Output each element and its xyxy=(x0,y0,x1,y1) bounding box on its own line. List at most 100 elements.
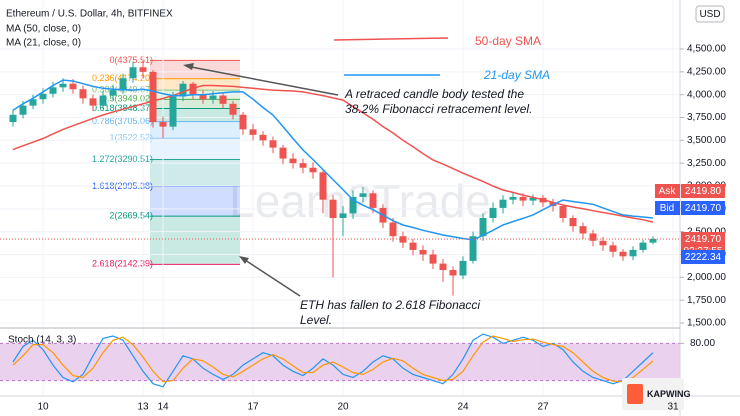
candle-body xyxy=(589,233,597,241)
fib-band xyxy=(150,138,240,160)
x-tick-label: 13 xyxy=(137,402,149,413)
x-tick-label: 20 xyxy=(337,402,349,413)
sma-label: 50-day SMA xyxy=(475,34,541,48)
candle-body xyxy=(19,105,27,115)
arrow-head xyxy=(183,63,194,70)
annotation: 38.2% Fibonacci retracement level. xyxy=(345,102,532,116)
currency: USD xyxy=(699,9,720,20)
x-tick-label: 17 xyxy=(247,402,259,413)
fib-band xyxy=(150,60,240,79)
candle-body xyxy=(9,114,17,123)
tag-name-box xyxy=(655,183,680,198)
candle-body xyxy=(489,207,497,218)
y-tick-label: 4,000.00 xyxy=(687,89,726,100)
candle-body xyxy=(449,270,457,276)
watermark: Learn2Trade xyxy=(229,175,491,227)
candle-body xyxy=(219,95,227,104)
legend-ma21: MA (21, close, 0) xyxy=(6,38,81,49)
candle-body xyxy=(209,95,217,100)
candle-body xyxy=(189,83,197,95)
candle-body xyxy=(179,83,187,97)
candle-body xyxy=(359,193,367,197)
candle-body xyxy=(79,89,87,99)
candle-body xyxy=(229,103,237,115)
y-tick-label: 4,250.00 xyxy=(687,66,726,77)
candle-body xyxy=(159,122,167,127)
currency-box xyxy=(695,5,725,23)
tag-name: Bid xyxy=(660,203,674,214)
candle-body xyxy=(459,260,467,276)
tag-name-box xyxy=(655,200,680,215)
candle-body xyxy=(249,129,257,135)
stoch-band xyxy=(0,343,680,381)
fib-label: 1(3522.52) xyxy=(109,133,153,143)
candle-body xyxy=(559,206,567,218)
stoch-line xyxy=(12,333,654,388)
candle-body xyxy=(199,94,207,100)
candle-body xyxy=(299,163,307,168)
arrow-head xyxy=(239,256,249,264)
candle-body xyxy=(499,199,507,208)
stoch-line xyxy=(12,335,654,383)
candle-body xyxy=(59,83,67,88)
fib-band xyxy=(150,216,240,265)
price-tag-label: 2419.70 xyxy=(685,203,722,214)
tag-name: Ask xyxy=(659,186,677,197)
fib-label: 1.272(3290.51) xyxy=(92,154,153,164)
candle-body xyxy=(649,238,657,243)
arrow xyxy=(241,257,301,297)
fib-band xyxy=(150,159,240,187)
fib-label: 2(2669.54) xyxy=(109,211,153,221)
fib-band xyxy=(150,99,240,109)
fib-label: 0.786(3705.06) xyxy=(92,116,153,126)
candle-body xyxy=(259,134,267,141)
fib-label: 0(4375.51) xyxy=(109,55,153,65)
candle-body xyxy=(329,199,337,218)
fib-label: 0.618(3848.37) xyxy=(92,103,153,113)
candle-body xyxy=(599,240,607,246)
y-tick-label: 1,500.00 xyxy=(687,318,726,329)
candle-body xyxy=(149,71,157,123)
candle-body xyxy=(169,96,177,127)
sma-label: 21-day SMA xyxy=(483,68,550,82)
candle-body xyxy=(269,140,277,148)
candle-body xyxy=(69,83,77,90)
ma-line xyxy=(12,84,654,223)
price-tag-label: 2419.80 xyxy=(685,186,722,197)
candle-body xyxy=(339,213,347,218)
candle-body xyxy=(109,90,117,96)
candle-body xyxy=(39,93,47,100)
x-tick-label: 24 xyxy=(457,402,469,413)
x-tick-label: 10 xyxy=(37,402,49,413)
candle-body xyxy=(479,217,487,237)
sma-label-line xyxy=(333,37,449,41)
price-tag-label: 2419.70 xyxy=(685,234,722,245)
candle-body xyxy=(139,67,147,72)
candle-body xyxy=(429,254,437,264)
annotation: A retraced candle body tested the xyxy=(344,87,524,101)
x-tick-label: 31 xyxy=(667,402,679,413)
y-tick-label: 3,750.00 xyxy=(687,112,726,123)
stoch-tick-label: 80.00 xyxy=(690,338,715,349)
fib-group: 0(4375.51)0.236(4174.20)0.382(4049.67)0.… xyxy=(92,55,240,269)
candle-body xyxy=(49,87,57,94)
annotation: Level. xyxy=(300,313,332,327)
candle-body xyxy=(99,95,107,106)
candle-body xyxy=(289,158,297,164)
fib-band xyxy=(150,186,240,217)
candle-body xyxy=(319,172,327,200)
candle-body xyxy=(419,249,427,255)
candle-body xyxy=(519,196,527,201)
y-tick-label: 1,750.00 xyxy=(687,295,726,306)
candle-body xyxy=(439,263,447,271)
stoch-title: Stoch (14, 3, 3) xyxy=(8,335,76,346)
candle-body xyxy=(129,67,137,79)
candle-body xyxy=(279,147,287,159)
legend-ma50: MA (50, close, 0) xyxy=(6,24,81,35)
arrow xyxy=(185,65,339,96)
candle-body xyxy=(119,78,127,91)
candle-body xyxy=(89,98,97,106)
candle-body xyxy=(349,196,357,214)
fib-label: 0.236(4174.20) xyxy=(92,73,153,83)
